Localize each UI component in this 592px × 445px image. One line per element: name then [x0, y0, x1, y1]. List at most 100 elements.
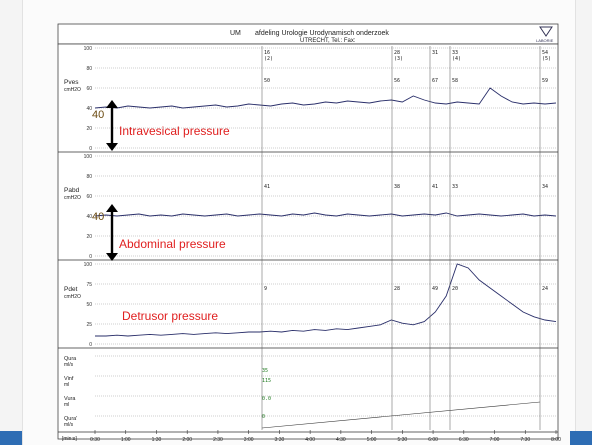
y-tick-label: 80 — [86, 174, 92, 180]
event-index: (4) — [452, 56, 461, 62]
time-tick-label: 1:00 — [121, 437, 131, 443]
pabd-event-value: 34 — [542, 184, 548, 190]
y-tick-label: 100 — [84, 46, 93, 52]
svg-text:LABORIE: LABORIE — [536, 38, 554, 43]
event-index: (3) — [394, 56, 403, 62]
time-tick-label: 0:30 — [90, 437, 100, 443]
pves-baseline-marker: 40 — [92, 109, 104, 121]
pves-event-value: 56 — [394, 78, 400, 84]
y-tick-label: 20 — [86, 126, 92, 132]
flow-value-qura-prime: 0 — [262, 414, 265, 420]
series-line — [95, 263, 557, 337]
event-index: (5) — [542, 56, 551, 62]
time-tick-label: 2:00 — [182, 437, 192, 443]
pdet-unit: cmH2O — [64, 294, 81, 300]
time-tick-label: 2:30 — [213, 437, 223, 443]
flow-unit-vinf: ml — [64, 382, 69, 388]
pdet-channel: Pdet cmH2O 100 75 50 25 0 — [64, 262, 557, 348]
y-tick-label: 50 — [86, 302, 92, 308]
event-number: 54 — [542, 50, 548, 56]
pabd-baseline-marker: 40 — [92, 211, 104, 223]
time-tick-label: 4:30 — [336, 437, 346, 443]
y-tick-label: 60 — [86, 86, 92, 92]
pabd-event-value: 33 — [452, 184, 458, 190]
event-index: (2) — [264, 56, 273, 62]
pves-event-value: 59 — [542, 78, 548, 84]
flow-label-qura-prime: Qura' — [64, 416, 77, 422]
y-tick-label: 0 — [89, 342, 92, 348]
time-tick-label: 3:30 — [275, 437, 285, 443]
flow-label-vinf: Vinf — [64, 376, 74, 382]
flow-value-qura: 35 — [262, 368, 268, 374]
y-tick-label: 20 — [86, 234, 92, 240]
header-subtitle: UTRECHT, Tel.: Fax: — [300, 38, 356, 44]
time-tick-label: 4:00 — [305, 437, 315, 443]
y-tick-label: 100 — [84, 154, 93, 160]
pdet-event-value: 24 — [542, 286, 548, 292]
time-tick-label: 6:00 — [428, 437, 438, 443]
time-tick-label: 5:00 — [367, 437, 377, 443]
pdet-annotation: Detrusor pressure — [122, 309, 218, 323]
time-tick-label: 6:30 — [459, 437, 469, 443]
chart-area — [57, 43, 559, 440]
flow-unit-vura: ml — [64, 402, 69, 408]
header-title: afdeling Urologie Urodynamisch onderzoek — [255, 30, 389, 37]
pves-annotation: Intravesical pressure — [119, 124, 230, 138]
right-blue-bar — [570, 431, 592, 445]
pdet-event-value: 49 — [432, 286, 438, 292]
pabd-label: Pabd — [64, 187, 80, 194]
pdet-event-value: 9 — [264, 286, 267, 292]
laborie-logo-icon: LABORIE — [536, 26, 554, 43]
event-number: 33 — [452, 50, 458, 56]
flow-value-vura: 0.0 — [262, 396, 271, 402]
y-tick-label: 0 — [89, 254, 92, 260]
pves-unit: cmH2O — [64, 87, 81, 93]
flow-label-vura: Vura — [64, 396, 76, 402]
pabd-range-arrow — [106, 204, 118, 261]
event-number: 28 — [394, 50, 400, 56]
pves-range-arrow — [106, 100, 118, 151]
pdet-event-value: 28 — [394, 286, 400, 292]
pabd-event-value: 41 — [264, 184, 270, 190]
y-tick-label: 60 — [86, 194, 92, 200]
y-tick-label: 80 — [86, 66, 92, 72]
series-line — [94, 87, 557, 109]
pves-event-value: 67 — [432, 78, 438, 84]
pves-event-value: 50 — [264, 78, 270, 84]
time-ticks: 0:30 1:00 1:30 2:00 2:30 3:00 3:30 4:00 4:30 5:00… — [90, 430, 561, 443]
flow-channels: Qura ml/s Vinf ml Vura ml Qura' ml/s 35 … — [64, 355, 556, 429]
pves-event-value: 58 — [452, 78, 458, 84]
flow-unit-qura: ml/s — [64, 362, 74, 368]
time-tick-label: 8:00 — [551, 437, 561, 443]
time-axis-label: [min:s] — [62, 436, 77, 442]
time-tick-label: 7:00 — [490, 437, 500, 443]
left-blue-bar — [0, 431, 22, 445]
time-tick-label: 5:30 — [397, 437, 407, 443]
y-tick-label: 40 — [86, 214, 92, 220]
pabd-unit: cmH2O — [64, 195, 81, 201]
pabd-event-value: 41 — [432, 184, 438, 190]
pdet-event-value: 20 — [452, 286, 458, 292]
event-markers: 16(2)5041928(3)5638283167414933(4)583320… — [261, 46, 551, 430]
flow-value-vinf: 115 — [262, 378, 271, 384]
header-dept: UM — [230, 30, 241, 37]
y-tick-label: 40 — [86, 106, 92, 112]
pabd-channel: Pabd cmH2O 100 80 60 40 20 0 — [64, 154, 557, 260]
y-tick-label: 25 — [86, 322, 92, 328]
flow-unit-qura-prime: ml/s — [64, 422, 74, 428]
pves-label: Pves — [64, 79, 79, 86]
event-number: 16 — [264, 50, 270, 56]
y-tick-label: 75 — [86, 282, 92, 288]
pdet-label: Pdet — [64, 286, 78, 293]
series-line — [94, 212, 557, 217]
time-tick-label: 7:30 — [520, 437, 530, 443]
event-number: 31 — [432, 50, 438, 56]
y-tick-label: 100 — [84, 262, 93, 268]
pabd-event-value: 38 — [394, 184, 400, 190]
pabd-annotation: Abdominal pressure — [119, 237, 226, 251]
volume-ramp-line — [261, 401, 541, 429]
y-tick-label: 0 — [89, 146, 92, 152]
time-tick-label: 3:00 — [244, 437, 254, 443]
